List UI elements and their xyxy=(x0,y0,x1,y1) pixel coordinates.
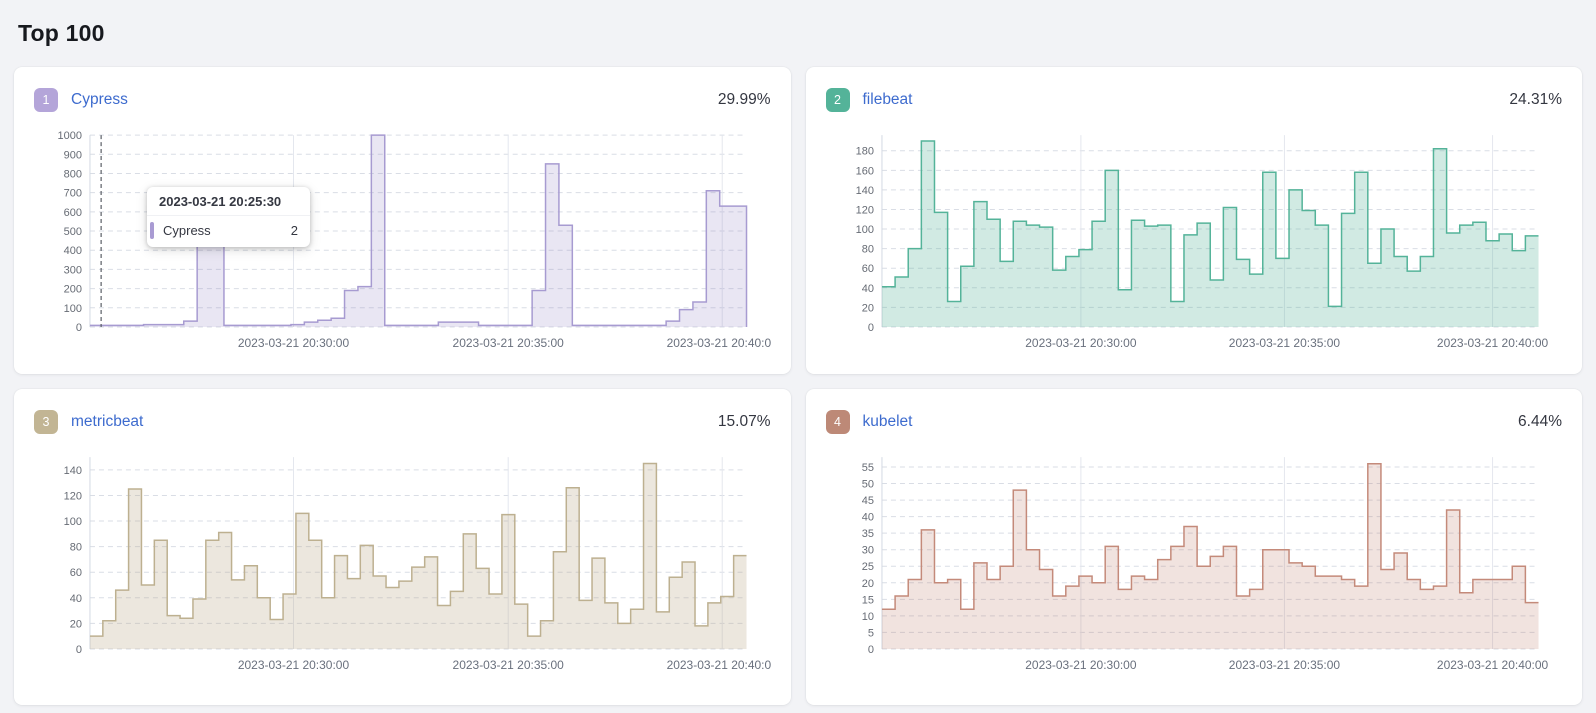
tooltip-timestamp: 2023-03-21 20:25:30 xyxy=(147,187,310,216)
svg-text:160: 160 xyxy=(855,165,873,177)
svg-text:900: 900 xyxy=(64,149,82,161)
card-cypress: 1 Cypress 29.99% 0 100 200 300 400 500 600 700 8… xyxy=(14,67,791,374)
svg-text:200: 200 xyxy=(64,284,82,296)
svg-text:400: 400 xyxy=(64,245,82,257)
rank-badge: 3 xyxy=(34,409,58,434)
svg-text:40: 40 xyxy=(861,512,873,524)
svg-text:60: 60 xyxy=(70,567,82,579)
chart-tooltip: 2023-03-21 20:25:30 Cypress 2 xyxy=(147,187,310,247)
svg-text:2023-03-21 20:40:00: 2023-03-21 20:40:00 xyxy=(1436,658,1548,672)
svg-text:80: 80 xyxy=(70,542,82,554)
svg-text:2023-03-21 20:30:00: 2023-03-21 20:30:00 xyxy=(238,658,350,672)
series-link-filebeat[interactable]: filebeat xyxy=(862,90,913,108)
svg-text:100: 100 xyxy=(855,224,873,236)
percentage-value: 15.07% xyxy=(717,412,771,430)
svg-text:1000: 1000 xyxy=(58,130,82,142)
svg-text:2023-03-21 20:30:00: 2023-03-21 20:30:00 xyxy=(238,336,350,350)
svg-text:800: 800 xyxy=(64,168,82,180)
svg-text:2023-03-21 20:35:00: 2023-03-21 20:35:00 xyxy=(453,336,565,350)
svg-text:0: 0 xyxy=(867,644,873,656)
svg-text:2023-03-21 20:40:00: 2023-03-21 20:40:00 xyxy=(667,658,771,672)
svg-text:2023-03-21 20:40:00: 2023-03-21 20:40:00 xyxy=(667,336,771,350)
svg-text:2023-03-21 20:30:00: 2023-03-21 20:30:00 xyxy=(1025,658,1137,672)
svg-text:2023-03-21 20:35:00: 2023-03-21 20:35:00 xyxy=(453,658,565,672)
percentage-value: 29.99% xyxy=(717,90,771,108)
svg-text:45: 45 xyxy=(861,495,873,507)
tooltip-value: 2 xyxy=(290,223,298,238)
svg-text:120: 120 xyxy=(855,204,873,216)
svg-text:600: 600 xyxy=(64,207,82,219)
svg-text:2023-03-21 20:30:00: 2023-03-21 20:30:00 xyxy=(1025,336,1137,350)
svg-text:2023-03-21 20:35:00: 2023-03-21 20:35:00 xyxy=(1228,658,1340,672)
svg-text:100: 100 xyxy=(64,516,82,528)
card-filebeat: 2 filebeat 24.31% 0 20 40 60 80 100 120 140 160 1… xyxy=(805,67,1582,374)
card-header: 4 kubelet 6.44% xyxy=(825,409,1562,434)
series-link-metricbeat[interactable]: metricbeat xyxy=(71,412,144,430)
svg-text:700: 700 xyxy=(64,188,82,200)
svg-text:100: 100 xyxy=(64,303,82,315)
svg-text:180: 180 xyxy=(855,146,873,158)
svg-text:20: 20 xyxy=(70,618,82,630)
chart-kubelet[interactable]: 0 5 10 15 20 25 30 35 40 45 50 55 2023-03-21 20:30:0… xyxy=(826,447,1563,679)
svg-text:500: 500 xyxy=(64,226,82,238)
svg-text:30: 30 xyxy=(861,545,873,557)
svg-text:10: 10 xyxy=(861,611,873,623)
svg-text:40: 40 xyxy=(861,283,873,295)
svg-text:300: 300 xyxy=(64,264,82,276)
card-header: 1 Cypress 29.99% xyxy=(34,87,771,112)
svg-text:0: 0 xyxy=(867,322,873,334)
svg-text:5: 5 xyxy=(867,627,873,639)
page-title: Top 100 xyxy=(18,20,105,46)
series-link-kubelet[interactable]: kubelet xyxy=(862,412,913,430)
chart-filebeat[interactable]: 0 20 40 60 80 100 120 140 160 180 2023-03-21 20:30… xyxy=(826,125,1563,357)
chart-canvas[interactable]: 0 20 40 60 80 100 120 140 2023-03-21 20:30:00 202… xyxy=(34,447,771,679)
card-header: 3 metricbeat 15.07% xyxy=(34,409,771,434)
series-link-cypress[interactable]: Cypress xyxy=(71,90,128,108)
chart-cypress[interactable]: 0 100 200 300 400 500 600 700 800 900 1000 2023-03-… xyxy=(34,125,771,357)
card-header: 2 filebeat 24.31% xyxy=(825,87,1562,112)
series-marker xyxy=(150,222,154,239)
tooltip-row: Cypress 2 xyxy=(147,216,310,247)
svg-text:15: 15 xyxy=(861,594,873,606)
chart-canvas[interactable]: 0 100 200 300 400 500 600 700 800 900 1000 2023-03-… xyxy=(34,125,771,357)
svg-text:0: 0 xyxy=(76,322,82,334)
card-metricbeat: 3 metricbeat 15.07% 0 20 40 60 80 100 120 140 20… xyxy=(14,389,791,705)
svg-text:25: 25 xyxy=(861,561,873,573)
svg-text:20: 20 xyxy=(861,302,873,314)
cards-grid: 1 Cypress 29.99% 0 100 200 300 400 500 600 700 8… xyxy=(14,67,1582,705)
chart-canvas[interactable]: 0 5 10 15 20 25 30 35 40 45 50 55 2023-03-21 20:30:0… xyxy=(826,447,1563,679)
rank-badge: 1 xyxy=(34,87,58,112)
card-kubelet: 4 kubelet 6.44% 0 5 10 15 20 25 30 35 40 45 50 55 20… xyxy=(805,389,1582,705)
svg-text:80: 80 xyxy=(861,244,873,256)
svg-text:35: 35 xyxy=(861,528,873,540)
chart-canvas[interactable]: 0 20 40 60 80 100 120 140 160 180 2023-03-21 20:30… xyxy=(826,125,1563,357)
tooltip-series-label: Cypress xyxy=(163,223,211,238)
rank-badge: 2 xyxy=(825,87,850,112)
svg-text:140: 140 xyxy=(855,185,873,197)
svg-text:120: 120 xyxy=(64,490,82,502)
svg-text:140: 140 xyxy=(64,465,82,477)
percentage-value: 6.44% xyxy=(1518,412,1562,430)
rank-badge: 4 xyxy=(825,409,850,434)
svg-text:60: 60 xyxy=(861,263,873,275)
svg-text:20: 20 xyxy=(861,578,873,590)
svg-text:40: 40 xyxy=(70,593,82,605)
percentage-value: 24.31% xyxy=(1509,90,1562,108)
svg-text:0: 0 xyxy=(76,644,82,656)
chart-metricbeat[interactable]: 0 20 40 60 80 100 120 140 2023-03-21 20:30:00 202… xyxy=(34,447,771,679)
svg-text:2023-03-21 20:40:00: 2023-03-21 20:40:00 xyxy=(1436,336,1548,350)
svg-text:55: 55 xyxy=(861,462,873,474)
svg-text:2023-03-21 20:35:00: 2023-03-21 20:35:00 xyxy=(1228,336,1340,350)
svg-text:50: 50 xyxy=(861,479,873,491)
